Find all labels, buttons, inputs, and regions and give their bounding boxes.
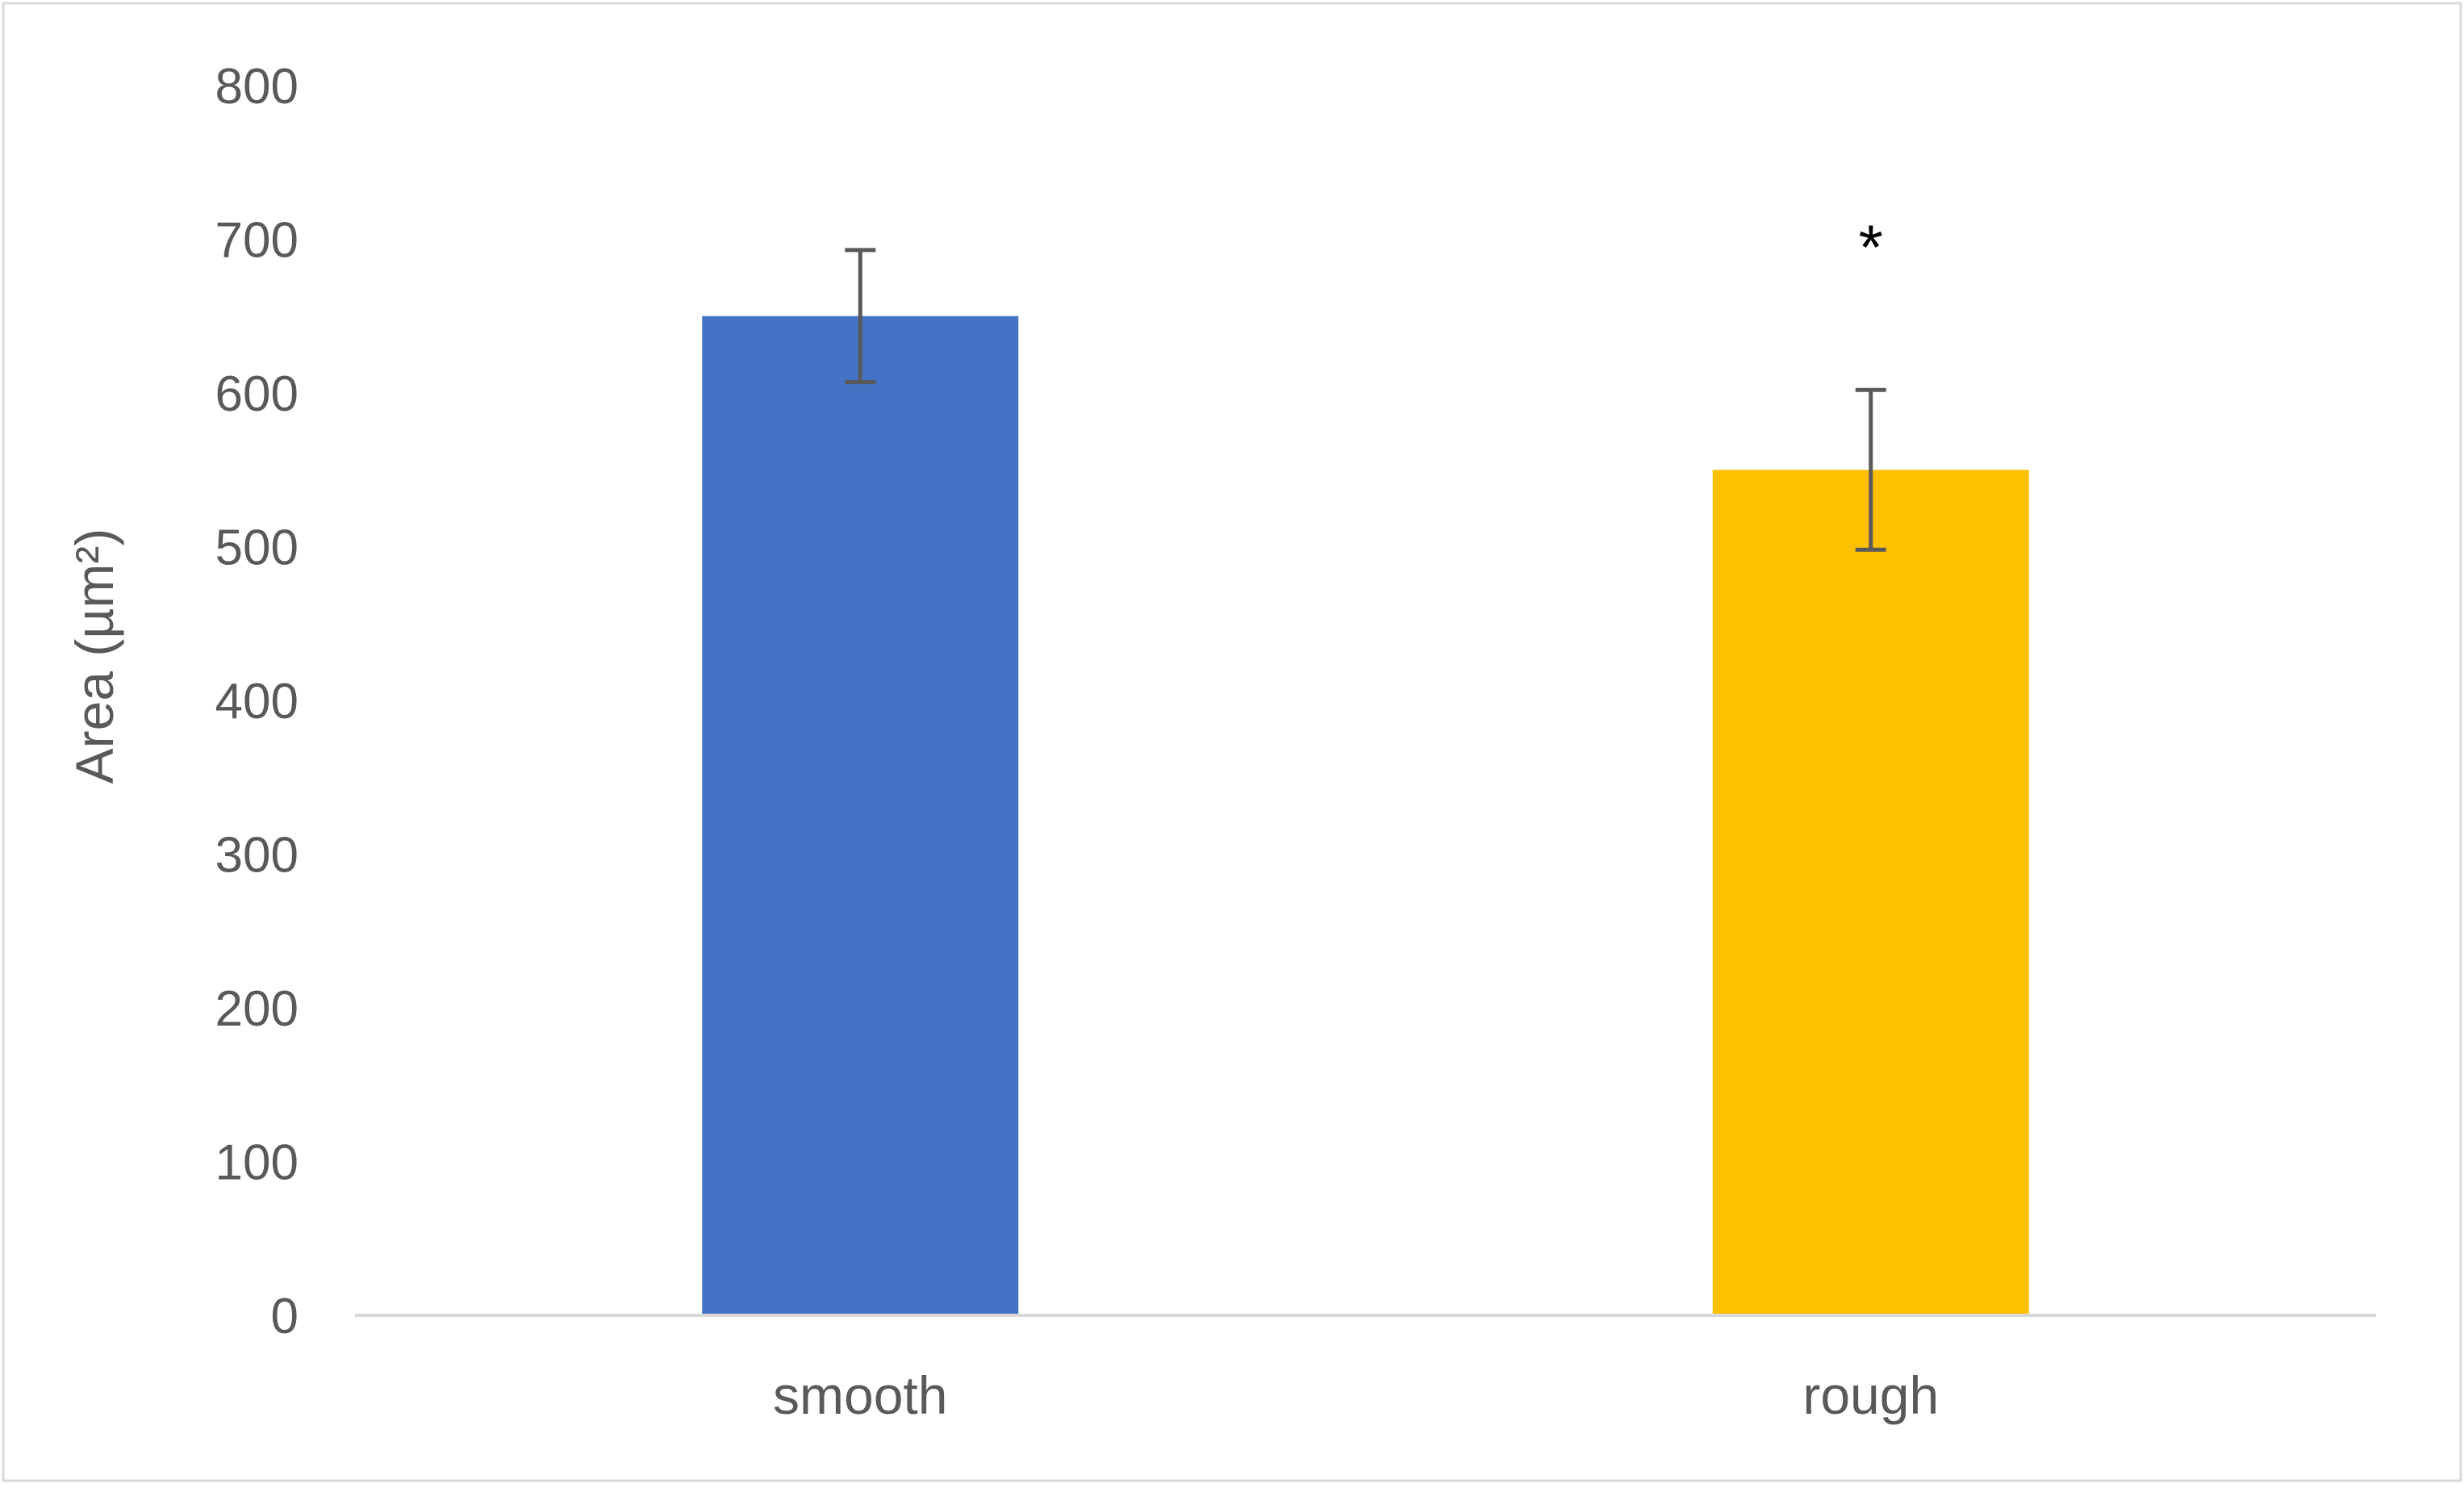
y-tick-label: 800 bbox=[215, 59, 299, 115]
y-tick-label: 200 bbox=[215, 981, 299, 1037]
x-tick-label-rough: rough bbox=[1802, 1365, 1939, 1425]
bar-rough bbox=[1712, 470, 2029, 1315]
significance-marker: * bbox=[1859, 211, 1883, 282]
y-tick-label: 500 bbox=[215, 520, 299, 576]
y-axis-title: Area (µm²) bbox=[65, 529, 124, 784]
y-tick-label: 100 bbox=[215, 1135, 299, 1191]
y-tick-label: 400 bbox=[215, 674, 299, 729]
y-tick-label: 0 bbox=[271, 1289, 299, 1344]
plot-area: 0 100 200 300 400 500 600 700 800 smooth rough * bbox=[215, 59, 2376, 1425]
y-tick-label: 600 bbox=[215, 366, 299, 422]
y-tick-label: 300 bbox=[215, 828, 299, 884]
y-tick-label: 700 bbox=[215, 213, 299, 269]
x-tick-label-smooth: smooth bbox=[773, 1365, 947, 1425]
bar-smooth bbox=[702, 316, 1019, 1315]
